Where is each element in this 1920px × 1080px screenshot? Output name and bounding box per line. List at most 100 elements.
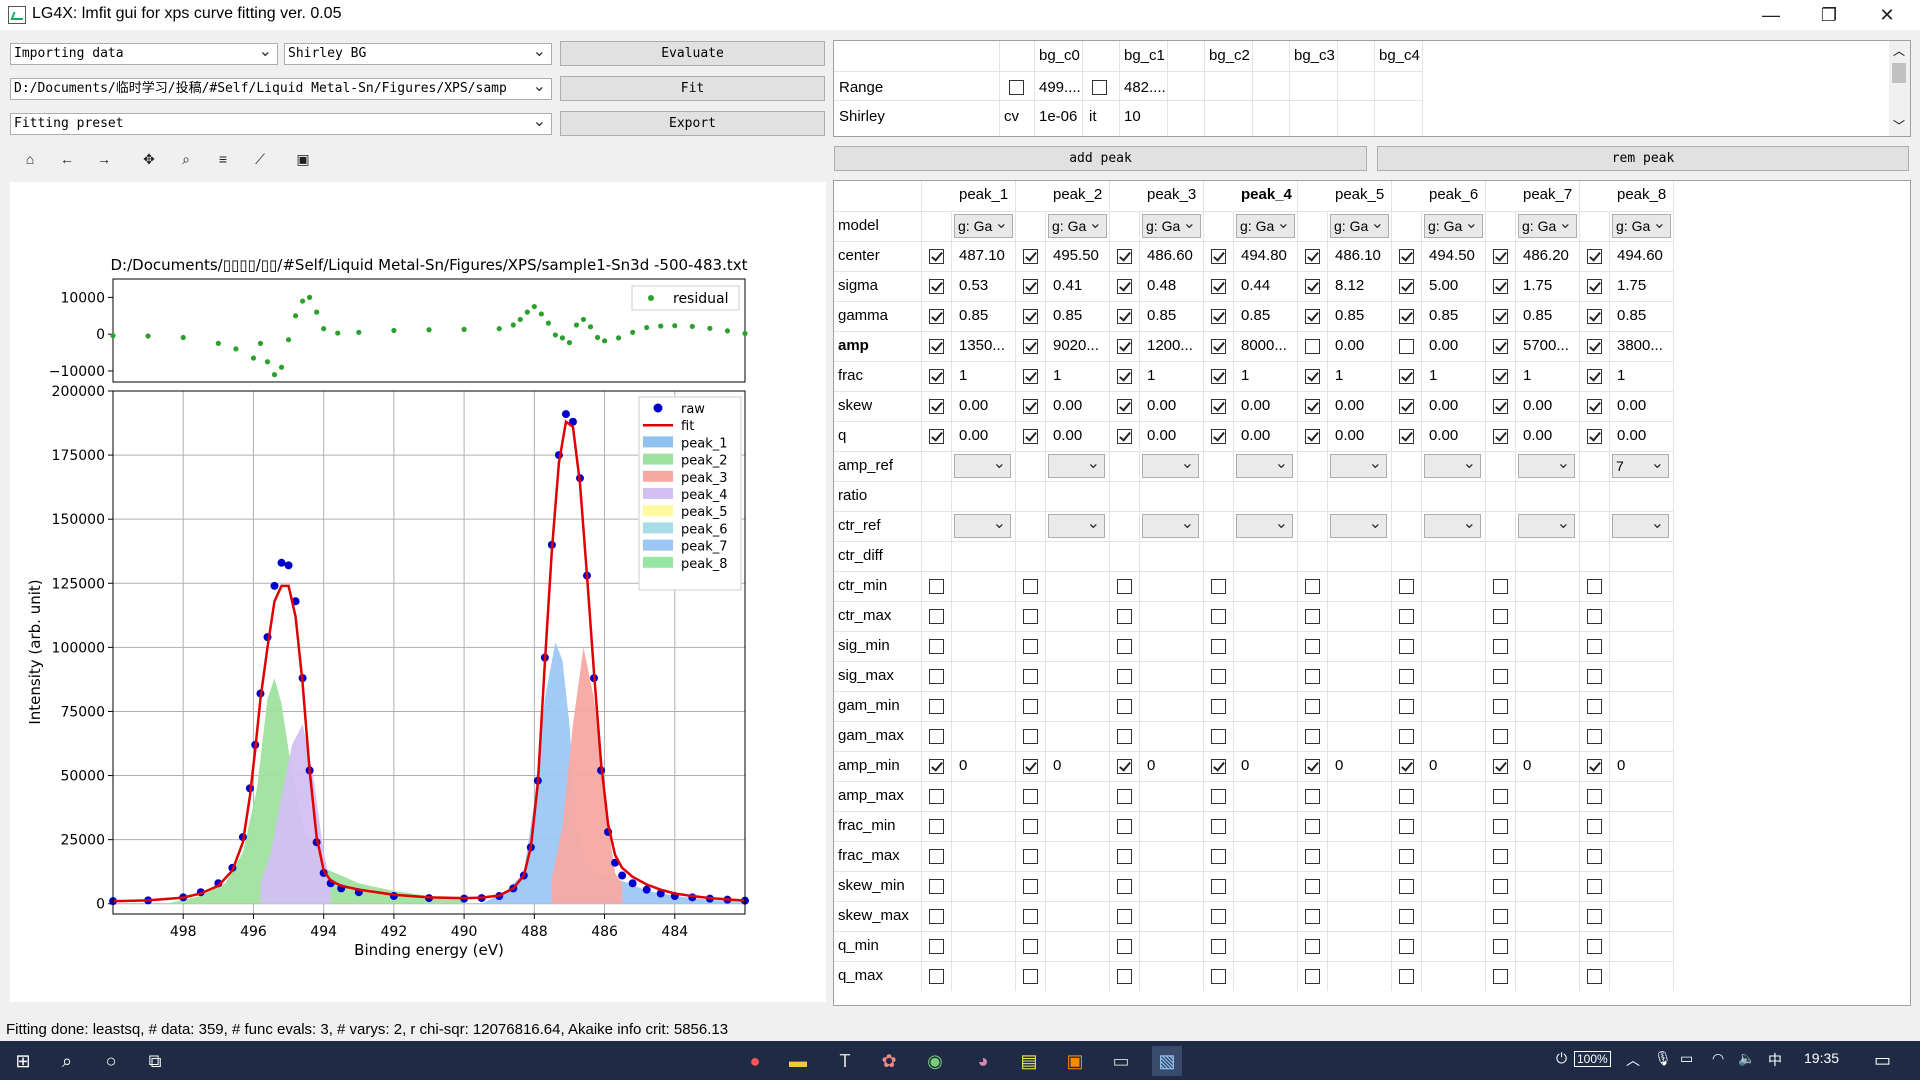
amp-value[interactable]: 5700...	[1523, 337, 1569, 354]
center-vary-checkbox[interactable]	[1305, 249, 1320, 264]
amp-max-checkbox[interactable]	[1117, 789, 1132, 804]
frac-max-checkbox[interactable]	[1493, 849, 1508, 864]
ime-indicator[interactable]: 中	[1768, 1052, 1782, 1068]
amp-vary-checkbox[interactable]	[929, 339, 944, 354]
ctr-min-checkbox[interactable]	[1493, 579, 1508, 594]
gam-min-checkbox[interactable]	[929, 699, 944, 714]
skew-value[interactable]: 0.00	[959, 397, 989, 414]
q-vary-checkbox[interactable]	[1587, 429, 1602, 444]
skew-min-checkbox[interactable]	[929, 879, 944, 894]
model-select[interactable]: g: Ga ⌄	[954, 214, 1013, 238]
frac-max-checkbox[interactable]	[1399, 849, 1414, 864]
q-max-checkbox[interactable]	[1211, 969, 1226, 984]
amp-vary-checkbox[interactable]	[1305, 339, 1320, 354]
gamma-vary-checkbox[interactable]	[1117, 309, 1132, 324]
sigma-value[interactable]: 5.00	[1429, 277, 1459, 294]
sig-min-checkbox[interactable]	[1023, 639, 1038, 654]
skew-value[interactable]: 0.00	[1241, 397, 1271, 414]
ctr-min-checkbox[interactable]	[1305, 579, 1320, 594]
import-data-combo[interactable]: Importing data	[10, 43, 278, 65]
q-vary-checkbox[interactable]	[1117, 429, 1132, 444]
scrollbar-thumb[interactable]	[1892, 63, 1906, 83]
frac-value[interactable]: 1	[1429, 367, 1438, 384]
amp-min-checkbox[interactable]	[1117, 759, 1132, 774]
wifi-icon[interactable]: ◠	[1712, 1050, 1725, 1066]
amp-ref-select[interactable]: ⌄	[1142, 454, 1199, 478]
ctr-max-checkbox[interactable]	[1117, 609, 1132, 624]
bg-c1-value[interactable]: 482....	[1124, 79, 1166, 96]
gam-min-checkbox[interactable]	[1399, 699, 1414, 714]
model-select[interactable]: g: Ga ⌄	[1142, 214, 1201, 238]
amp-vary-checkbox[interactable]	[1399, 339, 1414, 354]
frac-value[interactable]: 1	[1053, 367, 1062, 384]
ctr-ref-select[interactable]: ⌄	[1612, 514, 1669, 538]
configure-subplots-icon[interactable]: ≡	[218, 151, 228, 167]
model-select[interactable]: g: Ga ⌄	[1048, 214, 1107, 238]
frac-max-checkbox[interactable]	[1023, 849, 1038, 864]
skew-max-checkbox[interactable]	[1493, 909, 1508, 924]
amp-value[interactable]: 1350...	[959, 337, 1005, 354]
amp-ref-select[interactable]: 7 ⌄	[1612, 454, 1669, 478]
q-min-checkbox[interactable]	[1399, 939, 1414, 954]
center-vary-checkbox[interactable]	[1493, 249, 1508, 264]
sig-min-checkbox[interactable]	[1399, 639, 1414, 654]
ctr-max-checkbox[interactable]	[1023, 609, 1038, 624]
ctr-max-checkbox[interactable]	[1211, 609, 1226, 624]
q-vary-checkbox[interactable]	[1305, 429, 1320, 444]
sigma-vary-checkbox[interactable]	[1305, 279, 1320, 294]
gamma-vary-checkbox[interactable]	[1305, 309, 1320, 324]
gam-min-checkbox[interactable]	[1211, 699, 1226, 714]
q-value[interactable]: 0.00	[1335, 427, 1365, 444]
home-icon[interactable]: ⌂	[25, 151, 35, 167]
lg4x-app-icon[interactable]: ▧	[1152, 1046, 1182, 1076]
remove-peak-button[interactable]: rem peak	[1377, 146, 1909, 171]
skew-max-checkbox[interactable]	[1211, 909, 1226, 924]
frac-vary-checkbox[interactable]	[1493, 369, 1508, 384]
amp-ref-select[interactable]: ⌄	[1048, 454, 1105, 478]
q-value[interactable]: 0.00	[1053, 427, 1083, 444]
gam-max-checkbox[interactable]	[1399, 729, 1414, 744]
skew-value[interactable]: 0.00	[1523, 397, 1553, 414]
ctr-max-checkbox[interactable]	[929, 609, 944, 624]
sigma-vary-checkbox[interactable]	[929, 279, 944, 294]
ctr-ref-select[interactable]: ⌄	[1518, 514, 1575, 538]
q-vary-checkbox[interactable]	[929, 429, 944, 444]
gam-max-checkbox[interactable]	[1587, 729, 1602, 744]
amp-min-checkbox[interactable]	[1399, 759, 1414, 774]
ctr-ref-select[interactable]: ⌄	[1424, 514, 1481, 538]
pinwheel-app-icon[interactable]: ✿	[881, 1051, 897, 1071]
fit-button[interactable]: Fit	[560, 76, 825, 101]
task-view-icon[interactable]: ⧉	[148, 1051, 162, 1071]
ctr-min-checkbox[interactable]	[929, 579, 944, 594]
q-min-checkbox[interactable]	[1587, 939, 1602, 954]
q-value[interactable]: 0.00	[959, 427, 989, 444]
volume-icon[interactable]: 🔈	[1738, 1050, 1756, 1066]
ctr-ref-select[interactable]: ⌄	[1236, 514, 1293, 538]
amp-max-checkbox[interactable]	[1211, 789, 1226, 804]
amp-min-value[interactable]: 0	[1147, 757, 1156, 774]
sig-min-checkbox[interactable]	[1211, 639, 1226, 654]
q-vary-checkbox[interactable]	[1211, 429, 1226, 444]
skew-vary-checkbox[interactable]	[929, 399, 944, 414]
frac-max-checkbox[interactable]	[1117, 849, 1132, 864]
frac-max-checkbox[interactable]	[1587, 849, 1602, 864]
q-max-checkbox[interactable]	[1399, 969, 1414, 984]
center-vary-checkbox[interactable]	[1117, 249, 1132, 264]
model-select[interactable]: g: Ga ⌄	[1330, 214, 1389, 238]
sigma-vary-checkbox[interactable]	[1117, 279, 1132, 294]
amp-ref-select[interactable]: ⌄	[954, 454, 1011, 478]
amp-min-value[interactable]: 0	[959, 757, 968, 774]
skew-vary-checkbox[interactable]	[1493, 399, 1508, 414]
center-value[interactable]: 494.60	[1617, 247, 1663, 264]
ctr-max-checkbox[interactable]	[1399, 609, 1414, 624]
skew-max-checkbox[interactable]	[1117, 909, 1132, 924]
gamma-value[interactable]: 0.85	[1053, 307, 1083, 324]
q-min-checkbox[interactable]	[1211, 939, 1226, 954]
file-explorer-icon[interactable]: ▬	[789, 1051, 807, 1071]
skew-vary-checkbox[interactable]	[1117, 399, 1132, 414]
gam-min-checkbox[interactable]	[1493, 699, 1508, 714]
skew-min-checkbox[interactable]	[1023, 879, 1038, 894]
q-min-checkbox[interactable]	[1023, 939, 1038, 954]
frac-min-checkbox[interactable]	[929, 819, 944, 834]
amp-max-checkbox[interactable]	[929, 789, 944, 804]
